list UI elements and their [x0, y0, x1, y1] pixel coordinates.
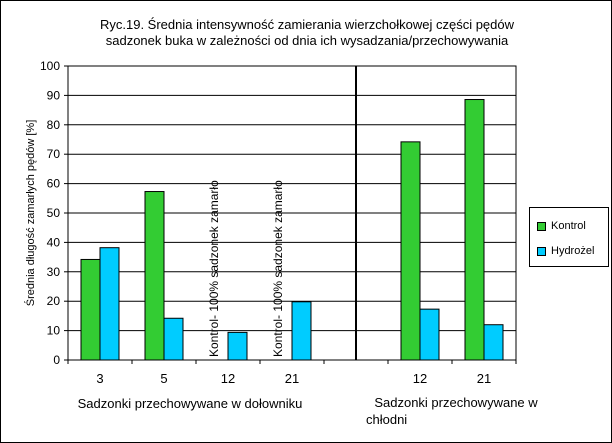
bar-hydrożel — [419, 308, 440, 361]
chart-title-line-2: sadzonek buka w zależności od dnia ich w… — [106, 33, 509, 48]
bar-kontrol — [400, 141, 421, 361]
legend-swatch-kontrol — [537, 221, 546, 231]
y-axis-ticks: 0 10 20 30 40 50 60 70 80 90 100 — [40, 59, 517, 367]
group-label-2-line-2: chłodni — [366, 412, 407, 427]
y-tick-label: 50 — [47, 206, 61, 220]
annotation-label: Kontrol- 100% sadzonek zamarło — [207, 180, 221, 357]
annotations: Kontrol- 100% sadzonek zamarło Kontrol- 1… — [207, 180, 285, 357]
y-tick-label: 40 — [47, 235, 61, 249]
bars — [80, 99, 504, 361]
x-tick-label: 5 — [160, 371, 167, 386]
annotation-label: Kontrol- 100% sadzonek zamarło — [271, 180, 285, 357]
y-tick-label: 80 — [47, 118, 61, 132]
y-tick-label: 10 — [47, 324, 61, 338]
group-label-2-line-1: Sadzonki przechowywane w — [374, 395, 538, 410]
y-axis-label: Średnia długość zamarłych pędów [%] — [24, 120, 37, 306]
bar-hydrożel — [291, 301, 312, 361]
legend-item-kontrol: Kontrol — [537, 220, 586, 232]
bar-hydrożel — [163, 317, 184, 361]
y-tick-label: 20 — [47, 294, 61, 308]
x-tick-label: 21 — [477, 371, 491, 386]
legend-label-hydrozel: Hydrożel — [551, 245, 595, 257]
x-tick-label: 21 — [285, 371, 299, 386]
group-label-1-line-1: Sadzonki przechowywane w dołowniku — [78, 396, 303, 411]
y-tick-label: 70 — [47, 147, 61, 161]
legend-item-hydrozel: Hydrożel — [537, 245, 594, 257]
y-tick-label: 90 — [47, 88, 61, 102]
legend: Kontrol Hydrożel — [529, 207, 609, 267]
x-tick-label: 12 — [221, 371, 235, 386]
bar-kontrol — [144, 191, 165, 361]
bar-hydrożel — [99, 247, 120, 361]
y-tick-label: 100 — [40, 59, 60, 73]
bar-kontrol — [464, 99, 485, 361]
y-tick-label: 30 — [47, 265, 61, 279]
legend-label-kontrol: Kontrol — [551, 220, 586, 232]
bar-hydrożel — [227, 331, 248, 361]
x-tick-label: 12 — [413, 371, 427, 386]
chart-title-line-1: Ryc.19. Średnia intensywność zamierania … — [100, 17, 515, 32]
y-tick-label: 60 — [47, 177, 61, 191]
bar-kontrol — [80, 258, 101, 361]
y-tick-label: 0 — [53, 353, 60, 367]
bar-hydrożel — [483, 324, 504, 361]
x-axis-labels: 3 5 12 21 12 21 — [96, 371, 491, 386]
gridlines — [68, 94, 516, 332]
x-tick-label: 3 — [96, 371, 103, 386]
legend-swatch-hydrozel — [537, 246, 546, 256]
